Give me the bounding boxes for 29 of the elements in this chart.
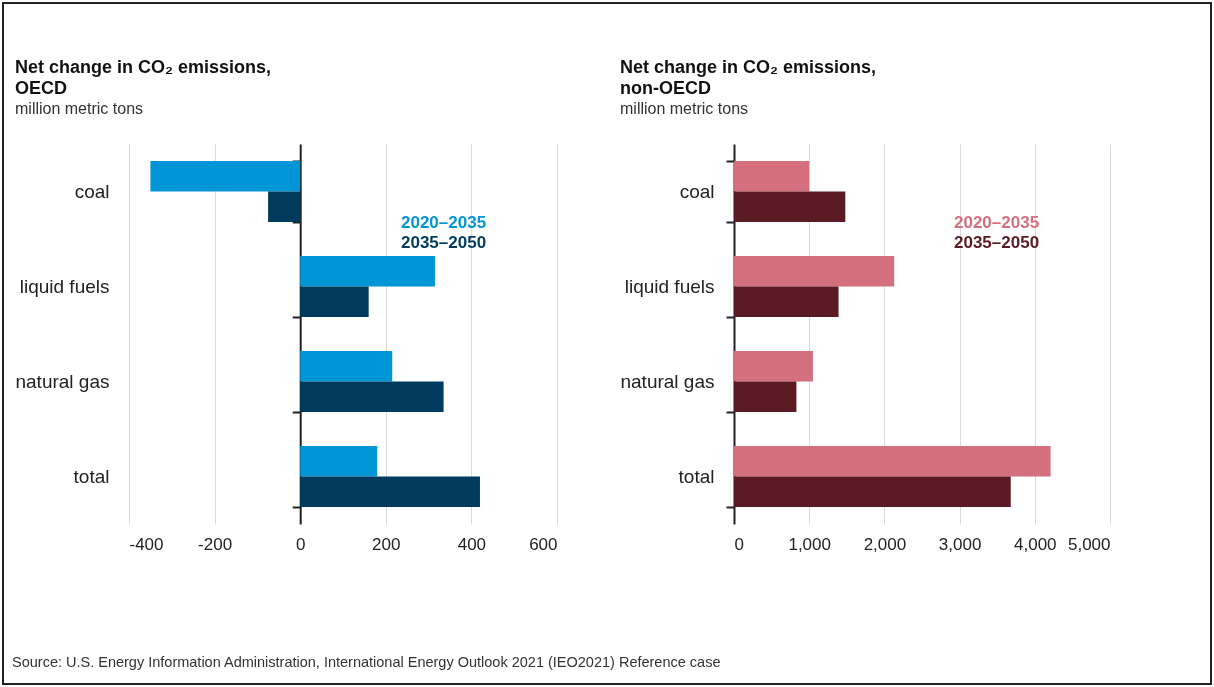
x-tick-label: 0 bbox=[734, 534, 744, 554]
y-tick-label: liquid fuels bbox=[19, 276, 110, 297]
y-tick-label: total bbox=[73, 466, 110, 487]
x-tick-label: 200 bbox=[372, 534, 401, 554]
x-tick-label: -200 bbox=[198, 534, 233, 554]
x-tick-label: -400 bbox=[129, 534, 164, 554]
y-tick-label: liquid fuels bbox=[624, 276, 715, 297]
series-label: 2020–2035 bbox=[401, 212, 487, 232]
x-tick-label: 400 bbox=[457, 534, 487, 554]
text: 2035–2050 bbox=[954, 232, 1040, 252]
y-tick-label: coal bbox=[679, 181, 715, 202]
x-tick-label: 1,000 bbox=[788, 534, 831, 554]
text: 2020–2035 bbox=[954, 212, 1040, 232]
chart-subtitle: million metric tons bbox=[14, 100, 144, 117]
chart-subtitle: million metric tons bbox=[619, 100, 749, 117]
x-tick-label: 0 bbox=[295, 534, 306, 554]
text: 2035–2050 bbox=[401, 232, 487, 252]
chart-title: Net change in CO₂ emissions, OECD bbox=[14, 57, 272, 98]
chart-title: Net change in CO₂ emissions, non-OECD bbox=[619, 57, 877, 98]
x-tick-label: 600 bbox=[529, 534, 558, 554]
y-tick-label: natural gas bbox=[15, 371, 110, 392]
x-tick-label: 4,000 bbox=[1014, 534, 1057, 554]
x-tick-label: 3,000 bbox=[938, 534, 982, 554]
y-tick-label: total bbox=[678, 466, 715, 487]
x-tick-label: 2,000 bbox=[863, 534, 907, 554]
x-tick-label: 5,000 bbox=[1067, 534, 1111, 554]
source-note: Source: U.S. Energy Information Administration, International Energy Outlook 2021 (IEO2021) Reference case bbox=[12, 654, 721, 670]
y-tick-label: coal bbox=[74, 181, 110, 202]
y-tick-label: natural gas bbox=[620, 371, 715, 392]
